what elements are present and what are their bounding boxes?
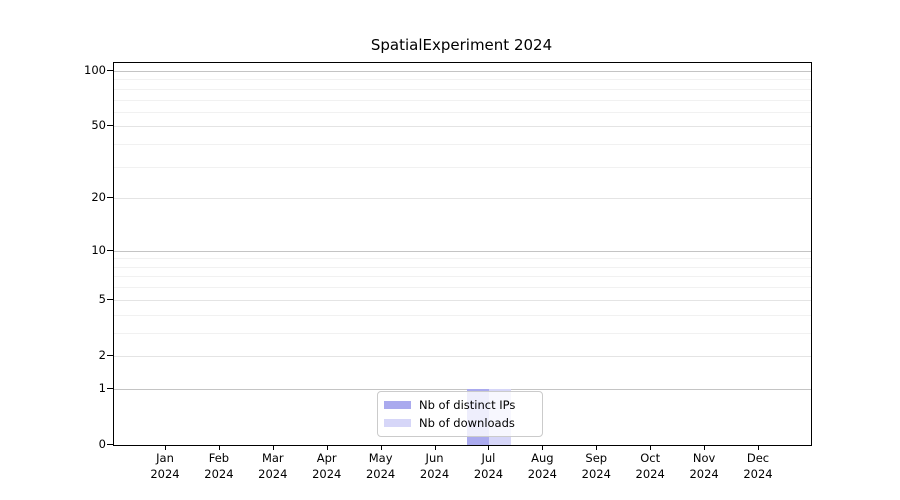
gridline-major <box>114 71 811 72</box>
x-tick-mark <box>434 445 436 450</box>
legend-label-downloads: Nb of downloads <box>419 416 515 430</box>
x-tick-mark <box>758 445 759 450</box>
x-tick-label: Jun 2024 <box>419 451 450 481</box>
y-tick-label: 1 <box>98 380 106 395</box>
legend-item-downloads: Nb of downloads <box>384 416 534 430</box>
x-tick-label: May 2024 <box>365 451 396 481</box>
y-tick-label: 2 <box>98 347 106 362</box>
legend-swatch-downloads-icon <box>384 419 411 427</box>
y-tick-mark <box>107 387 113 389</box>
gridline-minor <box>114 287 811 289</box>
x-tick-label: Apr 2024 <box>312 451 342 481</box>
x-tick-label: Dec 2024 <box>743 451 773 481</box>
x-tick-mark <box>380 445 382 450</box>
x-tick-mark <box>704 445 706 450</box>
gridlines-layer <box>114 63 811 445</box>
gridline-minor <box>114 99 811 101</box>
gridline-major <box>114 250 811 252</box>
y-tick-label: 100 <box>84 63 106 77</box>
x-tick-mark <box>165 445 166 450</box>
y-tick-label: 20 <box>91 190 106 205</box>
x-tick-label: Feb 2024 <box>204 451 234 481</box>
gridline-minor <box>114 332 811 334</box>
chart-title: SpatialExperiment 2024 <box>370 36 553 54</box>
gridline-minor <box>114 166 811 168</box>
legend-swatch-distinct-ips-icon <box>384 401 411 409</box>
bars-layer <box>114 63 811 445</box>
x-tick-label: Jan 2024 <box>150 451 180 481</box>
x-tick-mark <box>218 445 220 450</box>
x-tick-label: Sep 2024 <box>581 451 611 481</box>
y-tick-label: 50 <box>91 118 106 133</box>
legend-label-distinct-ips: Nb of distinct IPs <box>419 398 516 412</box>
y-tick-mark <box>107 354 113 356</box>
gridline-minor <box>114 79 811 81</box>
x-tick-label: Oct 2024 <box>635 451 665 481</box>
y-tick-label: 5 <box>98 291 106 306</box>
x-tick-mark <box>650 445 652 450</box>
x-tick-mark <box>542 445 544 450</box>
gridline-minor <box>114 258 811 260</box>
x-tick-mark <box>488 445 490 450</box>
y-tick-mark <box>107 249 113 251</box>
x-tick-label: Aug 2024 <box>527 451 557 481</box>
gridline-minor <box>114 88 811 90</box>
plot-area <box>113 62 812 446</box>
x-tick-mark <box>272 445 274 450</box>
gridline-major <box>114 198 811 200</box>
gridline-major <box>114 355 811 357</box>
gridline-minor <box>114 266 811 268</box>
gridline-minor <box>114 111 811 113</box>
x-tick-mark <box>326 445 328 450</box>
y-tick-mark <box>107 70 113 71</box>
y-tick-mark <box>107 444 113 445</box>
y-tick-mark <box>107 197 113 199</box>
legend-item-distinct-ips: Nb of distinct IPs <box>384 398 534 412</box>
legend: Nb of distinct IPs Nb of downloads <box>377 391 543 437</box>
gridline-major <box>114 126 811 128</box>
y-tick-mark <box>107 298 113 300</box>
gridline-minor <box>114 276 811 278</box>
gridline-major <box>114 299 811 301</box>
gridline-minor <box>114 314 811 316</box>
x-tick-label: Mar 2024 <box>258 451 288 481</box>
x-tick-label: Jul 2024 <box>473 451 504 481</box>
y-tick-label: 0 <box>98 437 106 451</box>
gridline-minor <box>114 144 811 146</box>
x-tick-mark <box>596 445 598 450</box>
gridline-major <box>114 388 811 390</box>
y-tick-label: 10 <box>91 242 106 257</box>
y-tick-mark <box>107 125 113 127</box>
x-tick-label: Nov 2024 <box>689 451 719 481</box>
